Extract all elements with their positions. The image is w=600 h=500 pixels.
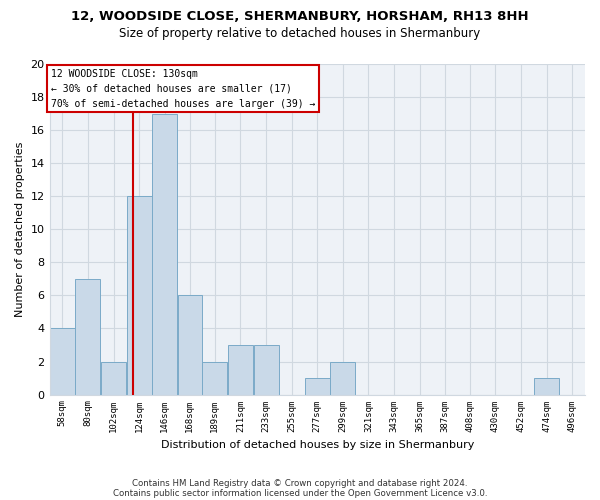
- Bar: [331, 362, 355, 394]
- Bar: [76, 279, 100, 394]
- Text: 12, WOODSIDE CLOSE, SHERMANBURY, HORSHAM, RH13 8HH: 12, WOODSIDE CLOSE, SHERMANBURY, HORSHAM…: [71, 10, 529, 23]
- Bar: [534, 378, 559, 394]
- X-axis label: Distribution of detached houses by size in Shermanbury: Distribution of detached houses by size …: [161, 440, 474, 450]
- Bar: [152, 114, 177, 394]
- Bar: [127, 196, 152, 394]
- Bar: [305, 378, 330, 394]
- Bar: [228, 345, 253, 395]
- Text: Contains HM Land Registry data © Crown copyright and database right 2024.: Contains HM Land Registry data © Crown c…: [132, 478, 468, 488]
- Text: Contains public sector information licensed under the Open Government Licence v3: Contains public sector information licen…: [113, 488, 487, 498]
- Bar: [50, 328, 75, 394]
- Bar: [101, 362, 126, 394]
- Y-axis label: Number of detached properties: Number of detached properties: [15, 142, 25, 317]
- Text: 12 WOODSIDE CLOSE: 130sqm
← 30% of detached houses are smaller (17)
70% of semi-: 12 WOODSIDE CLOSE: 130sqm ← 30% of detac…: [51, 69, 315, 108]
- Bar: [254, 345, 278, 395]
- Bar: [202, 362, 227, 394]
- Text: Size of property relative to detached houses in Shermanbury: Size of property relative to detached ho…: [119, 28, 481, 40]
- Bar: [178, 296, 202, 394]
